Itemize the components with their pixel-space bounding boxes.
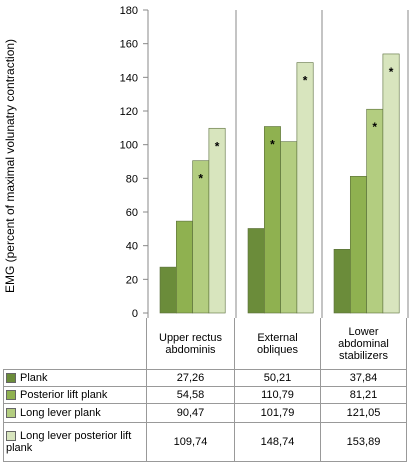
- legend-swatch: [6, 390, 16, 401]
- category-label: Upper rectus abdominis: [146, 318, 235, 370]
- table-value: 121,05: [320, 403, 407, 423]
- y-tick-label: 80: [126, 173, 138, 185]
- legend-cell: Posterior lift plank: [3, 386, 147, 404]
- bar: [296, 62, 314, 314]
- table-row: Plank 27,26 50,21 37,84: [3, 369, 407, 387]
- significance-marker: *: [270, 138, 275, 152]
- table-value: 90,47: [146, 403, 235, 423]
- table-value: 37,84: [320, 369, 407, 387]
- y-tick-label: 0: [132, 308, 138, 320]
- legend-label: Plank: [20, 372, 48, 384]
- legend-cell: Long lever posterior lift plank: [3, 422, 147, 462]
- table-row: Posterior lift plank 54,58 110,79 81,21: [3, 386, 407, 404]
- bar: [159, 266, 177, 314]
- table-header-row: Upper rectus abdominis External obliques L…: [4, 318, 407, 370]
- data-table: Upper rectus abdominis External obliques L…: [3, 318, 407, 462]
- significance-marker: *: [198, 172, 203, 186]
- y-tick-label: 100: [120, 140, 138, 152]
- y-tick-label: 20: [126, 274, 138, 286]
- y-axis-label: EMG (percent of maximal volunatry contra…: [3, 39, 17, 293]
- table-value: 101,79: [234, 403, 321, 423]
- y-tick-label: 160: [120, 39, 138, 51]
- table-value: 148,74: [234, 422, 321, 462]
- y-tick-label: 140: [120, 72, 138, 84]
- table-value: 109,74: [146, 422, 235, 462]
- table-value: 50,21: [234, 369, 321, 387]
- significance-marker: *: [389, 65, 394, 79]
- legend-label: Posterior lift plank: [20, 389, 108, 401]
- table-row: Long lever posterior lift plank 109,74 148…: [3, 422, 407, 462]
- significance-marker: *: [372, 120, 377, 134]
- category-label: Lower abdominal stabilizers: [320, 318, 407, 370]
- y-tick-label: 40: [126, 241, 138, 253]
- legend-label: Long lever plank: [20, 407, 101, 419]
- table-value: 81,21: [320, 386, 407, 404]
- legend-cell: Plank: [3, 369, 147, 387]
- bar: [349, 175, 367, 314]
- category-label: External obliques: [234, 318, 321, 370]
- table-value: 110,79: [234, 386, 321, 404]
- table-value: 54,58: [146, 386, 235, 404]
- table-value: 153,89: [320, 422, 407, 462]
- table-value: 27,26: [146, 369, 235, 387]
- y-tick-label: 60: [126, 207, 138, 219]
- legend-swatch: [6, 408, 16, 419]
- legend-swatch: [6, 431, 16, 442]
- bar: [208, 127, 226, 314]
- bar: [176, 220, 193, 314]
- significance-marker: *: [303, 74, 308, 88]
- table-corner: [4, 318, 147, 370]
- bar: [247, 228, 265, 314]
- bar: [382, 53, 400, 314]
- y-tick-label: 180: [120, 5, 138, 17]
- bar: [366, 108, 384, 314]
- bar: [263, 126, 281, 314]
- legend-label: Long lever posterior lift plank: [6, 430, 132, 454]
- significance-marker: *: [215, 139, 220, 153]
- legend-swatch: [6, 373, 16, 384]
- bar: [280, 141, 298, 314]
- table-row: Long lever plank 90,47 101,79 121,05: [3, 403, 407, 423]
- bar: [333, 249, 351, 314]
- legend-cell: Long lever plank: [3, 403, 147, 423]
- y-tick-label: 120: [120, 106, 138, 118]
